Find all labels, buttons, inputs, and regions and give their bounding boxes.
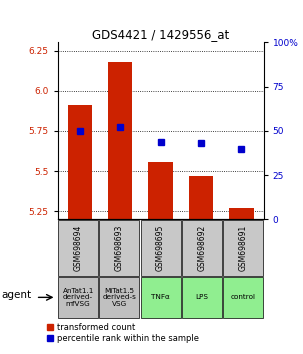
Bar: [141, 220, 181, 275]
Text: AnTat1.1
derived-
mfVSG: AnTat1.1 derived- mfVSG: [62, 288, 94, 307]
Bar: [108, 62, 132, 219]
Bar: [68, 105, 92, 219]
Bar: [141, 276, 181, 318]
Bar: [189, 176, 213, 219]
Text: MiTat1.5
derived-s
VSG: MiTat1.5 derived-s VSG: [102, 288, 136, 307]
Bar: [58, 220, 98, 275]
Bar: [58, 276, 98, 318]
Bar: [182, 276, 222, 318]
Text: GSM698695: GSM698695: [156, 224, 165, 271]
Title: GDS4421 / 1429556_at: GDS4421 / 1429556_at: [92, 28, 229, 41]
Text: LPS: LPS: [195, 295, 208, 300]
Bar: [223, 220, 263, 275]
Bar: [229, 208, 254, 219]
Text: GSM698694: GSM698694: [74, 224, 83, 271]
Bar: [99, 276, 139, 318]
Text: GSM698691: GSM698691: [238, 225, 248, 271]
Bar: [148, 161, 173, 219]
Text: GSM698692: GSM698692: [197, 225, 206, 271]
Legend: transformed count, percentile rank within the sample: transformed count, percentile rank withi…: [47, 323, 198, 343]
Bar: [223, 276, 263, 318]
Text: control: control: [231, 295, 255, 300]
Text: agent: agent: [2, 290, 32, 300]
Bar: [182, 220, 222, 275]
Text: GSM698693: GSM698693: [115, 224, 124, 271]
Bar: [99, 220, 139, 275]
Text: TNFα: TNFα: [151, 295, 170, 300]
